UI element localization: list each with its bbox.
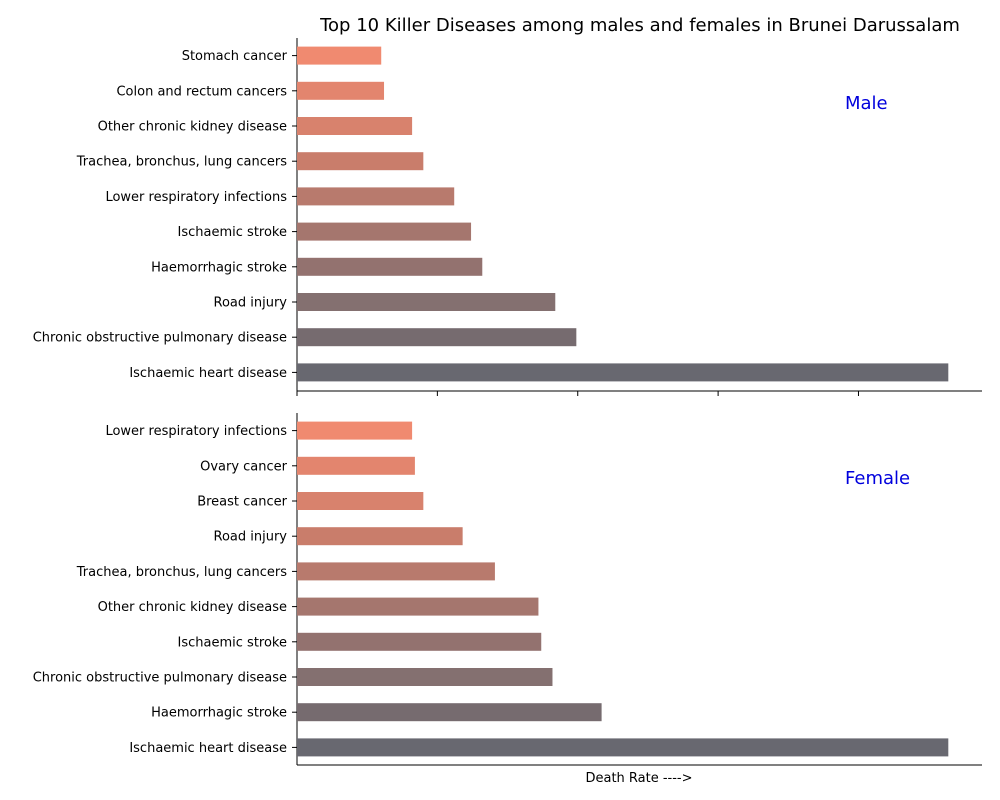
bar: [297, 257, 483, 276]
bar: [297, 492, 424, 510]
y-tick-label: Lower respiratory infections: [105, 190, 287, 205]
bar: [297, 222, 472, 241]
bar: [297, 421, 413, 440]
y-tick-label: Road injury: [214, 530, 288, 545]
female-panel: Lower respiratory infections Ovary cancer…: [33, 413, 982, 766]
bar: [297, 527, 463, 546]
y-tick-label: Trachea, bronchus, lung cancers: [76, 565, 287, 580]
y-tick-label: Haemorrhagic stroke: [151, 260, 287, 275]
bar: [297, 81, 385, 100]
bar: [297, 152, 424, 171]
y-tick-label: Haemorrhagic stroke: [151, 706, 287, 721]
y-tick-label: Stomach cancer: [182, 49, 288, 64]
male-panel: Stomach cancer Colon and rectum cancers Ot…: [33, 38, 982, 396]
y-tick-label: Colon and rectum cancers: [116, 84, 287, 99]
y-tick-label: Chronic obstructive pulmonary disease: [33, 671, 287, 686]
bar: [297, 738, 949, 757]
y-tick-label: Breast cancer: [197, 495, 287, 510]
y-tick-label: Other chronic kidney disease: [98, 120, 287, 135]
bar: [297, 363, 949, 382]
y-tick-label: Trachea, bronchus, lung cancers: [76, 155, 287, 170]
panel-label: Female: [845, 468, 910, 489]
y-tick-label: Ischaemic heart disease: [129, 366, 287, 381]
chart-title: Top 10 Killer Diseases among males and f…: [319, 15, 960, 36]
y-tick-label: Lower respiratory infections: [105, 424, 287, 439]
bar: [297, 668, 553, 686]
y-tick-label: Road injury: [214, 296, 288, 311]
panel-label: Male: [845, 93, 888, 114]
bar: [297, 46, 382, 65]
y-tick-label: Ovary cancer: [200, 459, 288, 474]
y-tick-label: Chronic obstructive pulmonary disease: [33, 331, 287, 346]
bar: [297, 456, 415, 475]
y-tick-label: Ischaemic stroke: [178, 635, 287, 650]
bar: [297, 632, 542, 651]
y-tick-label: Other chronic kidney disease: [98, 600, 287, 615]
y-tick-label: Ischaemic heart disease: [129, 741, 287, 756]
bar: [297, 187, 455, 206]
bar: [297, 293, 556, 311]
bar: [297, 703, 602, 722]
bar: [297, 328, 577, 347]
bar: [297, 597, 539, 616]
bar: [297, 117, 413, 135]
y-tick-label: Ischaemic stroke: [178, 225, 287, 240]
bar: [297, 562, 495, 581]
x-axis-label: Death Rate ---->: [585, 771, 692, 786]
